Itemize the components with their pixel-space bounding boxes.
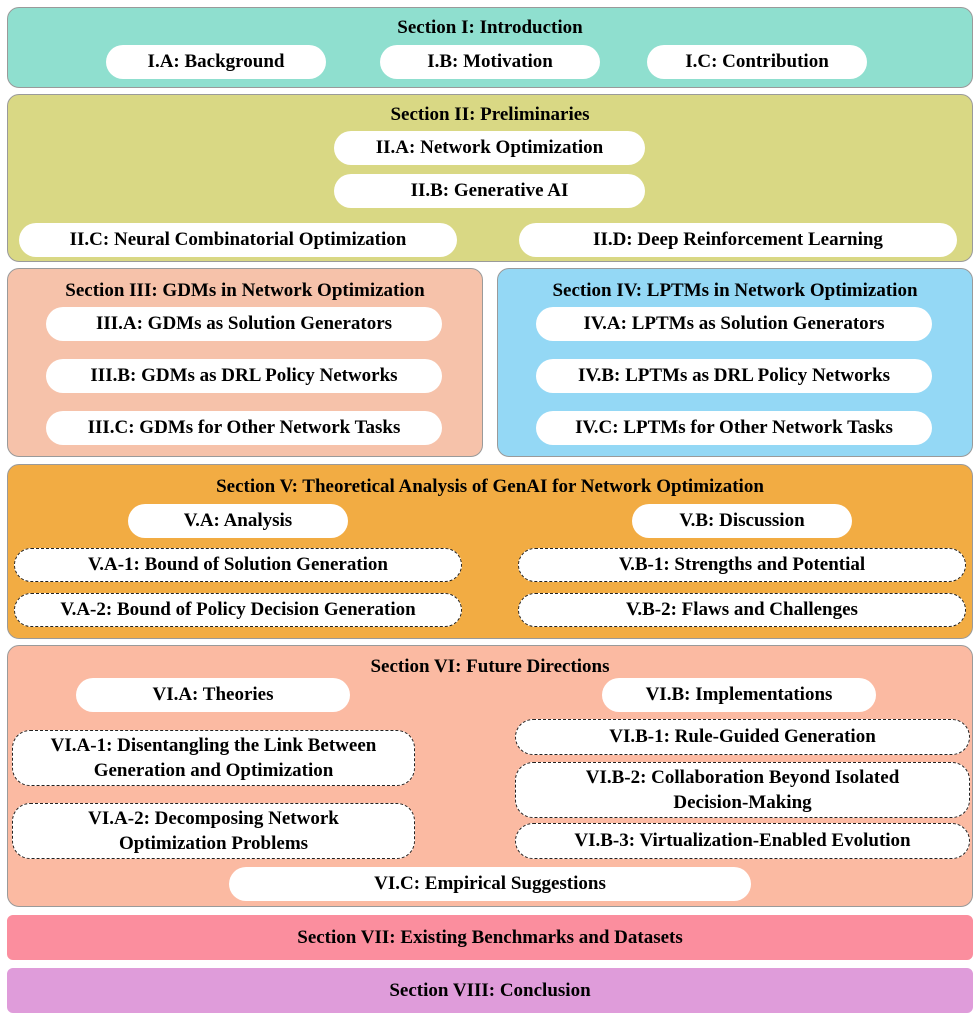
node-strengths-potential: V.B-1: Strengths and Potential xyxy=(518,548,966,582)
node-gdms-drl-policy: III.B: GDMs as DRL Policy Networks xyxy=(46,359,442,393)
section-benchmarks-datasets: Section VII: Existing Benchmarks and Dat… xyxy=(7,915,973,960)
node-decomposing-problems: VI.A-2: Decomposing Network Optimization… xyxy=(12,803,415,859)
node-discussion: V.B: Discussion xyxy=(632,504,852,538)
node-analysis: V.A: Analysis xyxy=(128,504,348,538)
node-empirical-suggestions: VI.C: Empirical Suggestions xyxy=(229,867,751,901)
node-lptms-other-tasks: IV.C: LPTMs for Other Network Tasks xyxy=(536,411,932,445)
section-title: Section VI: Future Directions xyxy=(370,656,610,677)
node-neural-combinatorial-optimization: II.C: Neural Combinatorial Optimization xyxy=(19,223,457,257)
node-flaws-challenges: V.B-2: Flaws and Challenges xyxy=(518,593,966,627)
node-bound-policy-decision: V.A-2: Bound of Policy Decision Generati… xyxy=(14,593,462,627)
section-title: Section II: Preliminaries xyxy=(390,104,590,125)
section-future-directions: Section VI: Future Directions VI.A: Theo… xyxy=(7,645,973,907)
section-introduction: Section I: Introduction I.A: Background … xyxy=(7,7,973,88)
section-title: Section V: Theoretical Analysis of GenAI… xyxy=(216,476,764,497)
section-title: Section IV: LPTMs in Network Optimizatio… xyxy=(552,280,918,301)
node-implementations: VI.B: Implementations xyxy=(602,678,876,712)
node-contribution: I.C: Contribution xyxy=(647,45,867,79)
section-gdms: Section III: GDMs in Network Optimizatio… xyxy=(7,268,483,457)
node-generative-ai: II.B: Generative AI xyxy=(334,174,645,208)
node-line: Optimization Problems xyxy=(118,833,309,854)
section-title: Section VII: Existing Benchmarks and Dat… xyxy=(297,926,683,948)
node-line: VI.A-1: Disentangling the Link Between xyxy=(50,735,377,756)
node-theories: VI.A: Theories xyxy=(76,678,350,712)
node-collaboration-beyond: VI.B-2: Collaboration Beyond Isolated De… xyxy=(515,762,970,818)
node-gdms-other-tasks: III.C: GDMs for Other Network Tasks xyxy=(46,411,442,445)
node-motivation: I.B: Motivation xyxy=(380,45,600,79)
node-bound-solution-generation: V.A-1: Bound of Solution Generation xyxy=(14,548,462,582)
section-theoretical-analysis: Section V: Theoretical Analysis of GenAI… xyxy=(7,464,973,639)
section-title: Section VIII: Conclusion xyxy=(389,979,591,1001)
node-gdms-solution-generators: III.A: GDMs as Solution Generators xyxy=(46,307,442,341)
node-network-optimization: II.A: Network Optimization xyxy=(334,131,645,165)
node-lptms-solution-generators: IV.A: LPTMs as Solution Generators xyxy=(536,307,932,341)
node-virtualization-evolution: VI.B-3: Virtualization-Enabled Evolution xyxy=(515,823,970,859)
node-line: VI.B-2: Collaboration Beyond Isolated xyxy=(585,767,900,788)
section-conclusion: Section VIII: Conclusion xyxy=(7,968,973,1013)
node-background: I.A: Background xyxy=(106,45,326,79)
node-lptms-drl-policy: IV.B: LPTMs as DRL Policy Networks xyxy=(536,359,932,393)
section-title: Section III: GDMs in Network Optimizatio… xyxy=(65,280,425,301)
node-disentangling-link: VI.A-1: Disentangling the Link Between G… xyxy=(12,730,415,786)
node-line: VI.A-2: Decomposing Network xyxy=(88,808,339,829)
node-line: Generation and Optimization xyxy=(93,760,334,781)
node-rule-guided-generation: VI.B-1: Rule-Guided Generation xyxy=(515,719,970,755)
section-lptms: Section IV: LPTMs in Network Optimizatio… xyxy=(497,268,973,457)
node-deep-reinforcement-learning: II.D: Deep Reinforcement Learning xyxy=(519,223,957,257)
section-title: Section I: Introduction xyxy=(397,17,583,38)
node-line: Decision-Making xyxy=(673,792,812,813)
section-preliminaries: Section II: Preliminaries II.A: Network … xyxy=(7,94,973,262)
